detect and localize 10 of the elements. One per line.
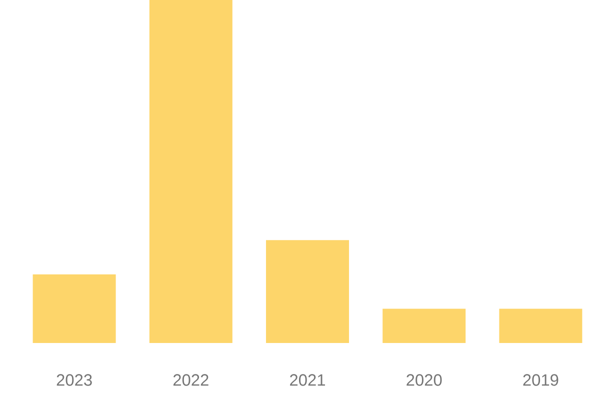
bar: [499, 308, 582, 343]
x-tick-label: 2022: [173, 374, 208, 386]
x-tick-label: 2023: [56, 374, 92, 386]
x-tick-label: 2021: [290, 374, 325, 386]
bar: [382, 308, 466, 343]
x-tick-label: 2020: [406, 374, 442, 386]
x-tick-label: 2019: [523, 374, 558, 386]
bar: [32, 274, 116, 343]
bar: [149, 0, 232, 343]
bar: [266, 240, 350, 343]
